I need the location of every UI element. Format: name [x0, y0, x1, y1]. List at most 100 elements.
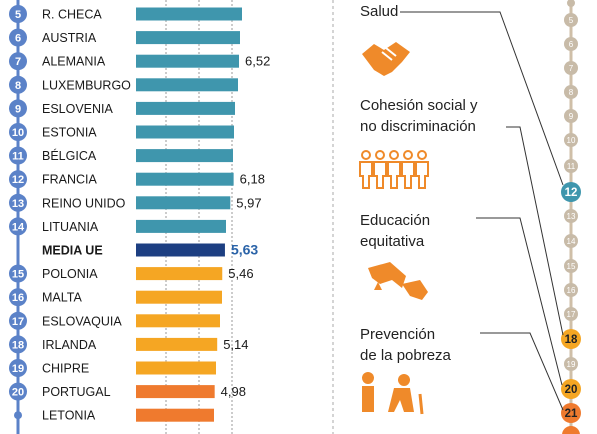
country-label: POLONIA — [42, 267, 98, 281]
timeline-badge — [561, 182, 581, 202]
timeline-badge — [561, 403, 581, 423]
connector-cohesion — [506, 126, 564, 336]
rank-badge — [9, 288, 27, 307]
timeline-dot — [564, 37, 578, 51]
rank-badge — [9, 359, 27, 377]
timeline-badge — [562, 426, 580, 434]
country-label: MALTA — [42, 291, 82, 305]
rank-label: 17 — [12, 316, 24, 328]
country-label: LUXEMBURGO — [42, 78, 131, 92]
rank-label: 20 — [12, 387, 24, 399]
country-label: ESLOVENIA — [42, 102, 114, 116]
topic-label: equitativa — [360, 233, 425, 250]
drop — [374, 282, 382, 290]
connector-salud — [400, 11, 564, 186]
timeline-dot — [564, 133, 578, 147]
topic-label: Prevención — [360, 326, 435, 343]
bar — [136, 290, 222, 304]
timeline-dot-label: 5 — [569, 16, 574, 25]
person-head — [389, 150, 399, 160]
timeline-dot — [564, 61, 578, 75]
timeline-badge-label: 12 — [565, 187, 578, 199]
rank-badge — [9, 170, 27, 189]
timeline-dot-label: 15 — [567, 262, 576, 271]
rank-label: 14 — [12, 221, 25, 233]
timeline-dot-label: 6 — [569, 40, 574, 49]
rank-badge — [9, 382, 27, 401]
bar — [136, 149, 233, 163]
country-label: LITUANIA — [42, 220, 99, 234]
rank-label: 6 — [15, 33, 21, 45]
value-label: 5,97 — [236, 195, 261, 210]
timeline-dot-label: 10 — [567, 136, 576, 145]
rank-label: 16 — [12, 292, 24, 304]
elderly-people-icon — [362, 372, 424, 415]
bar — [136, 337, 218, 351]
timeline-dot-label: 19 — [567, 360, 576, 369]
person-head — [403, 150, 413, 160]
timeline-dot-label: 17 — [567, 310, 576, 319]
timeline-dot-label: 11 — [567, 162, 576, 171]
value-label: 5,46 — [228, 266, 253, 281]
timeline-dot-label: 7 — [569, 64, 574, 73]
rank-badge — [9, 5, 27, 23]
hand-bottom — [402, 280, 428, 300]
person-head — [362, 372, 374, 384]
timeline-dot — [564, 159, 578, 173]
person-body — [388, 388, 414, 412]
country-label: MEDIA UE — [42, 244, 103, 258]
bar — [136, 408, 214, 422]
rank-label: 19 — [12, 363, 24, 375]
rank-label: 18 — [12, 339, 24, 351]
person-body — [362, 386, 374, 412]
bar — [136, 361, 216, 375]
rank-badge — [9, 264, 27, 283]
timeline-dot — [564, 85, 578, 99]
value-label: 6,18 — [240, 172, 265, 187]
country-label: FRANCIA — [42, 173, 98, 187]
person-body — [415, 161, 429, 189]
rank-label: 9 — [15, 103, 21, 115]
bar — [136, 7, 242, 21]
country-label: IRLANDA — [42, 338, 97, 352]
value-label: 4,98 — [221, 384, 246, 399]
rank-label: 11 — [12, 151, 24, 163]
rank-badge — [9, 311, 27, 330]
helping-hand-icon — [368, 262, 428, 300]
bar — [136, 125, 234, 139]
timeline-dot — [564, 13, 578, 27]
topic-label: Educación — [360, 212, 430, 229]
rank-badge — [9, 146, 27, 165]
rank-badge — [9, 217, 27, 236]
value-label: 5,63 — [231, 242, 258, 258]
person-body — [401, 161, 415, 189]
rank-badge — [9, 193, 27, 212]
country-label: ESLOVAQUIA — [42, 314, 122, 328]
rank-badge — [9, 99, 27, 118]
timeline-badge — [561, 379, 581, 399]
timeline-badge-label: 18 — [565, 334, 578, 346]
country-label: AUSTRIA — [42, 31, 97, 45]
country-label: PORTUGAL — [42, 385, 111, 399]
person-body — [359, 161, 373, 189]
timeline-dot-label: 8 — [569, 88, 574, 97]
timeline-dot-label: 14 — [567, 237, 576, 246]
timeline-dot-label: 13 — [567, 212, 576, 221]
timeline-dot — [564, 209, 578, 223]
rank-badge — [9, 123, 27, 141]
rank-label: 5 — [15, 9, 21, 21]
people-group-icon — [359, 150, 429, 189]
country-label: LETONIA — [42, 409, 96, 423]
value-label: 5,14 — [223, 337, 248, 352]
person-head — [375, 150, 385, 160]
timeline-dot — [564, 234, 578, 248]
bar — [136, 101, 235, 115]
bar — [136, 219, 226, 233]
rank-label: 10 — [12, 127, 24, 139]
bar — [136, 78, 238, 92]
topic-label: de la pobreza — [360, 347, 452, 364]
handshake-detail — [381, 47, 397, 61]
person-head — [417, 150, 427, 160]
bar — [136, 314, 220, 328]
